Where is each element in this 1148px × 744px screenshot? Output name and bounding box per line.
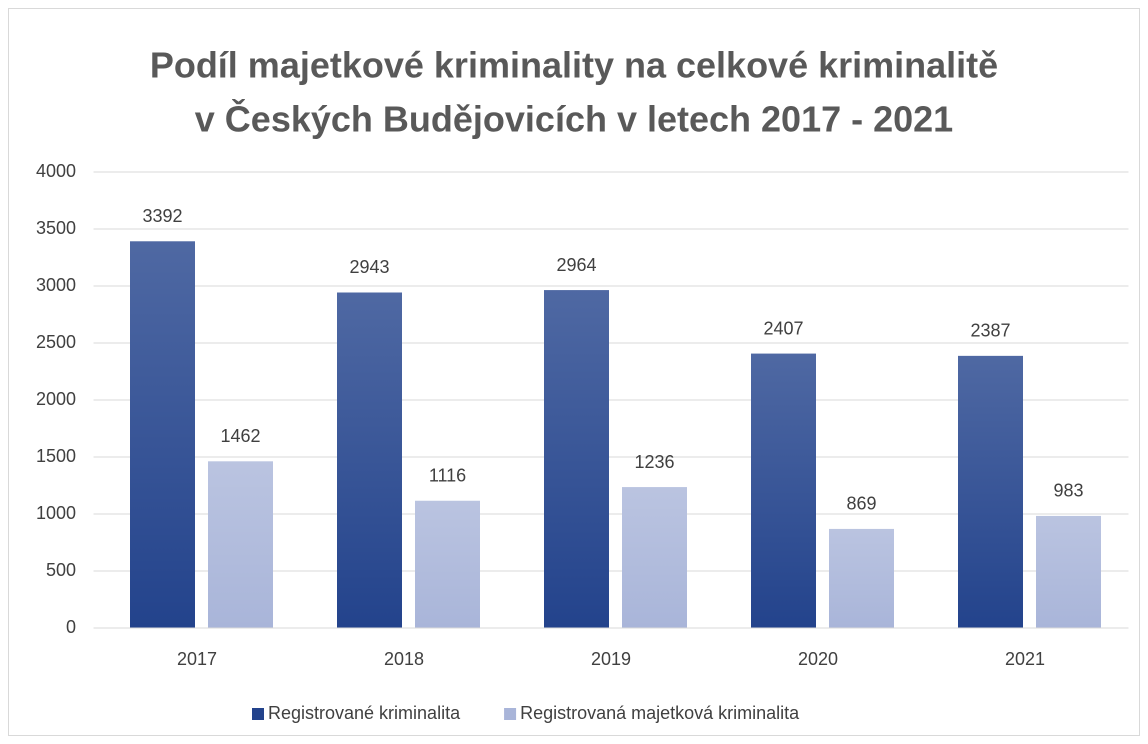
bar [415,500,480,628]
y-tick-label: 1000 [36,503,76,523]
x-tick-label: 2018 [384,649,424,669]
data-label: 3392 [142,206,182,226]
bar [337,292,402,628]
legend-label: Registrovaná majetková kriminalita [520,703,800,723]
y-tick-label: 3000 [36,275,76,295]
data-label: 1116 [429,466,466,486]
y-tick-label: 1500 [36,446,76,466]
legend-label: Registrované kriminalita [268,703,461,723]
bar [829,528,894,628]
x-tick-label: 2021 [1005,649,1045,669]
x-tick-label: 2020 [798,649,838,669]
y-tick-label: 2000 [36,389,76,409]
data-label: 2964 [556,255,596,275]
bar [208,461,273,628]
legend-swatch [252,708,264,720]
y-tick-label: 0 [66,617,76,637]
bar [751,353,816,628]
data-label: 1462 [220,426,260,446]
x-tick-label: 2017 [177,649,217,669]
data-label: 2387 [970,321,1010,341]
bar [1036,515,1101,628]
y-tick-label: 3500 [36,218,76,238]
data-label: 2407 [763,318,803,338]
y-tick-label: 4000 [36,161,76,181]
data-label: 983 [1053,481,1083,501]
y-tick-label: 500 [46,560,76,580]
bar [622,487,687,628]
data-label: 869 [846,494,876,514]
data-label: 2943 [349,257,389,277]
y-tick-label: 2500 [36,332,76,352]
data-label: 1236 [634,452,674,472]
x-tick-label: 2019 [591,649,631,669]
bar [130,241,195,628]
bar [958,355,1023,628]
chart-title: Podíl majetkové kriminality na celkové k… [150,45,998,86]
bar [544,290,609,628]
legend-swatch [504,708,517,720]
chart-title: v Českých Budějovicích v letech 2017 - 2… [195,98,953,140]
